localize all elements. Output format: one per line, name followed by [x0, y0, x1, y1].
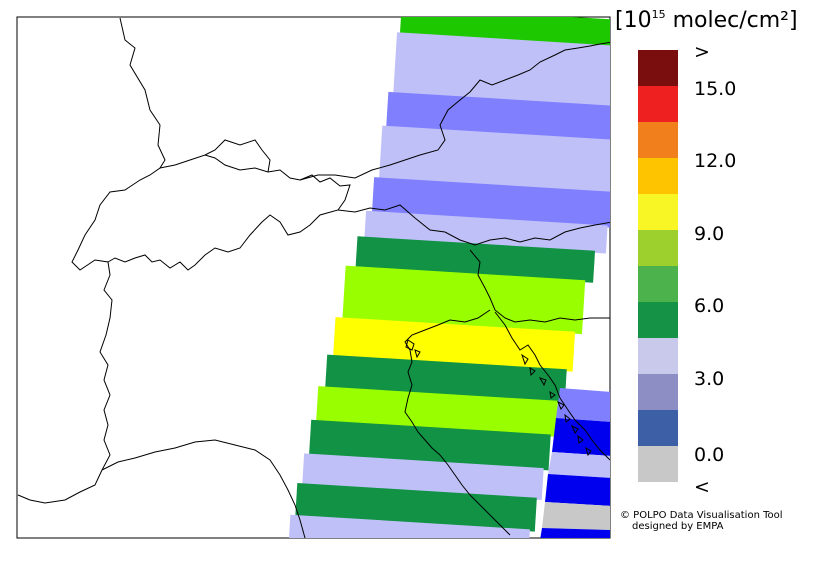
legend-tick-label: 3.0 [694, 368, 725, 390]
swath-band [288, 514, 530, 538]
coast-croatia [494, 311, 610, 461]
legend-swatch-7.5-9.0 [638, 230, 678, 266]
border-germany-austria [204, 41, 610, 181]
legend-swatch-4.5-6.0 [638, 302, 678, 338]
swath-band [379, 125, 610, 195]
legend-swatch-above-max [638, 50, 678, 86]
legend-swatch-1.5-3.0 [638, 374, 678, 410]
swath-band [333, 317, 576, 372]
legend-swatch-0.0-1.5 [638, 410, 678, 446]
swath-band [342, 265, 586, 335]
legend-tick-label: < [694, 476, 710, 498]
legend-swatch-below-min [638, 446, 678, 482]
legend-swatch-13.5-15.0 [638, 86, 678, 122]
legend-swatch-3.0-4.5 [638, 338, 678, 374]
credit-line-2: designed by EMPA [632, 521, 724, 532]
credit-line-1: © POLPO Data Visualisation Tool [620, 510, 783, 521]
legend-colorbar [638, 50, 678, 482]
legend-swatch-10.5-12.0 [638, 158, 678, 194]
legend-tick-label: 12.0 [694, 150, 737, 172]
swath-band [282, 540, 523, 566]
coast-italy-west [101, 439, 306, 538]
swath-band [393, 32, 610, 109]
border-switzerland [107, 154, 351, 271]
legend-tick-label: 0.0 [694, 444, 725, 466]
country-borders [17, 17, 610, 538]
legend-swatch-12.0-13.5 [638, 122, 678, 158]
coast-italy-adriatic [404, 309, 511, 536]
islands [521, 353, 592, 457]
legend-tick-label: 9.0 [694, 223, 725, 245]
swath-band [364, 210, 608, 254]
legend-tick-label: 6.0 [694, 295, 725, 317]
legend-swatch-6.0-7.5 [638, 266, 678, 302]
legend-tick-label: 15.0 [694, 78, 737, 100]
lagoon-venice [405, 339, 421, 359]
border-slovenia [469, 249, 610, 323]
legend-title: [1015 molec/cm²] [615, 8, 798, 33]
satellite-swath [282, 17, 610, 566]
legend-swatch-9.0-10.5 [638, 194, 678, 230]
swath-east [540, 388, 610, 538]
border-france [17, 17, 166, 504]
legend-tick-label: > [694, 41, 710, 63]
border-austria-italy [337, 204, 610, 246]
